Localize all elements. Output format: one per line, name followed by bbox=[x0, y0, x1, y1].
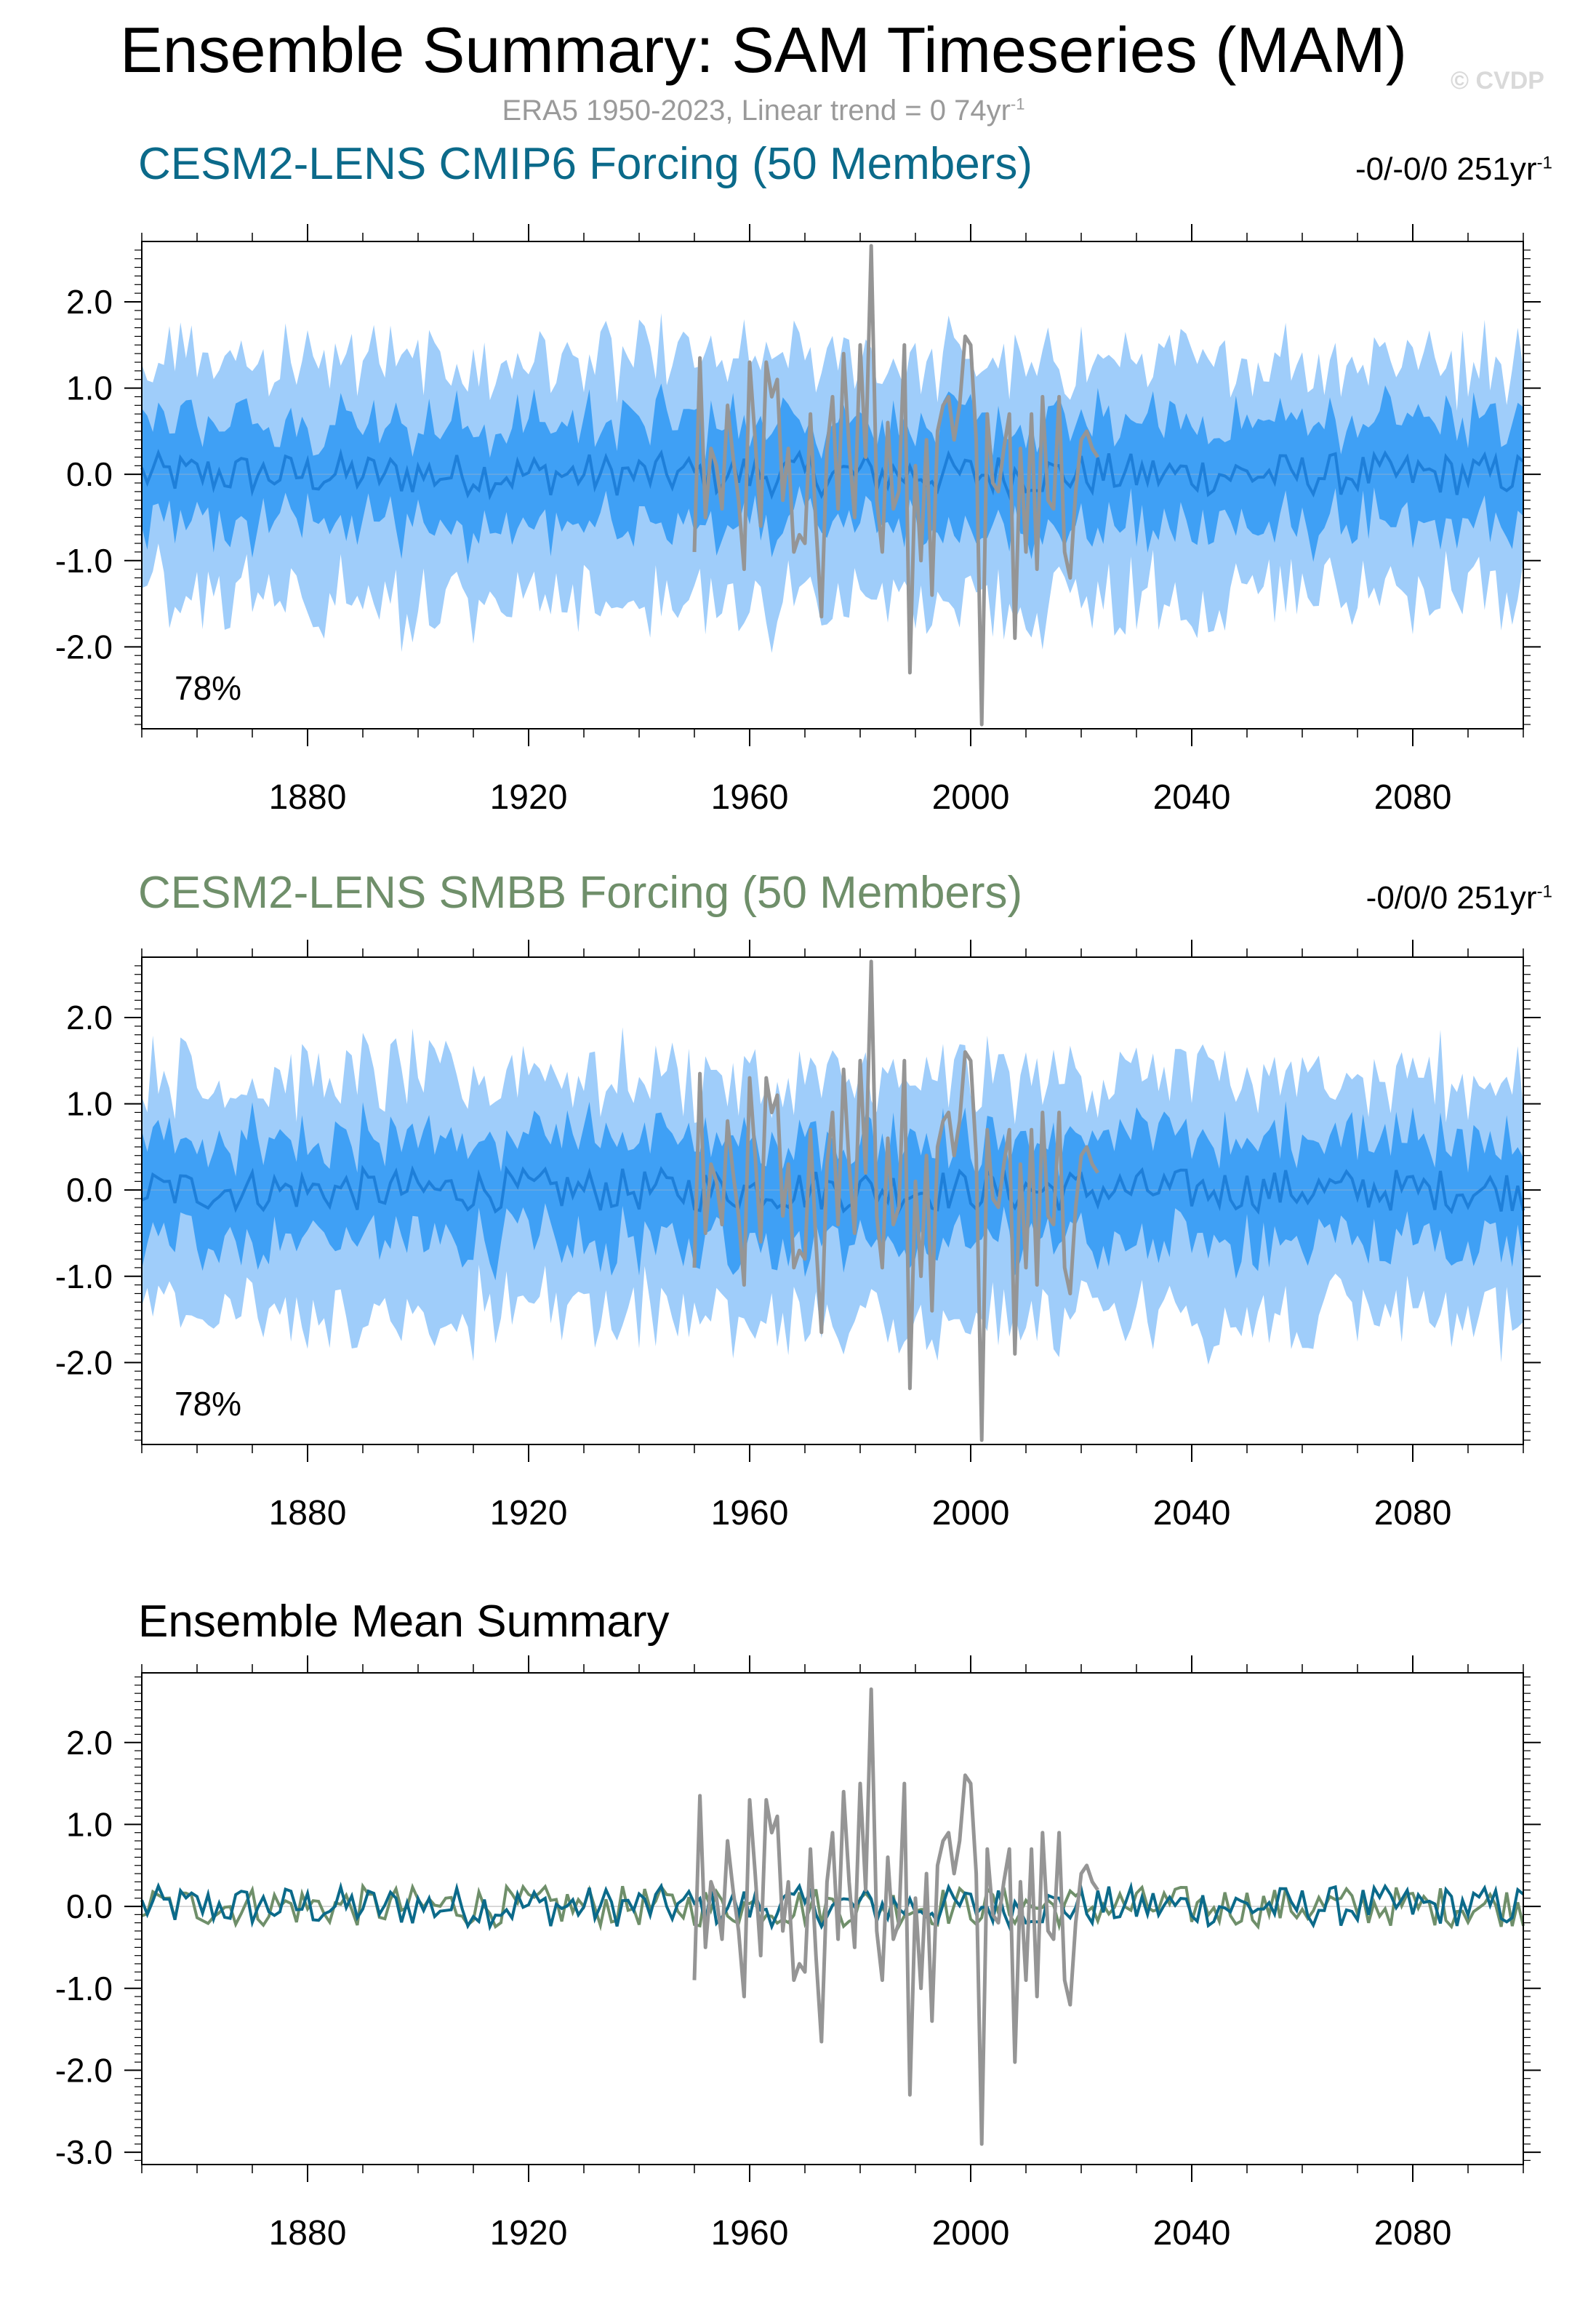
x-tick-label: 2080 bbox=[1374, 2214, 1452, 2253]
x-tick-label: 1960 bbox=[711, 778, 789, 817]
panel-3-cmip6-mean-line bbox=[140, 1881, 1525, 1932]
x-tick-label: 1920 bbox=[490, 1494, 568, 1532]
x-tick-label: 2000 bbox=[932, 1494, 1010, 1532]
x-tick-label: 1920 bbox=[490, 2214, 568, 2253]
y-tick-label: -2.0 bbox=[55, 1343, 113, 1381]
x-tick-label: 2040 bbox=[1153, 778, 1231, 817]
y-tick-label: 1.0 bbox=[66, 1085, 113, 1123]
x-tick-label: 1920 bbox=[490, 778, 568, 817]
x-tick-label: 1960 bbox=[711, 2214, 789, 2253]
x-tick-label: 1960 bbox=[711, 1494, 789, 1532]
panel-1-ensemble-mean-line bbox=[140, 448, 1525, 501]
y-tick-label: 2.0 bbox=[66, 1724, 113, 1762]
y-tick-label: 2.0 bbox=[66, 283, 113, 321]
x-tick-label: 2000 bbox=[932, 2214, 1010, 2253]
subtitle-sup: -1 bbox=[1010, 95, 1025, 113]
panel-2-observations-line bbox=[692, 959, 1099, 1442]
y-tick-label: 0.0 bbox=[66, 455, 113, 493]
panel-2-trend: -0/0/0 251yr-1 bbox=[1366, 880, 1552, 916]
y-tick-label: 0.0 bbox=[66, 1887, 113, 1925]
watermark: © CVDP bbox=[1451, 67, 1544, 95]
y-tick-label: -2.0 bbox=[55, 628, 113, 666]
y-tick-label: 0.0 bbox=[66, 1171, 113, 1209]
panel-1-observations-line bbox=[692, 244, 1099, 727]
panel-3-plot-area bbox=[142, 1673, 1523, 2165]
panel-1-trend-sup: -1 bbox=[1536, 153, 1552, 173]
x-tick-label: 1880 bbox=[269, 2214, 347, 2253]
y-tick-label: -1.0 bbox=[55, 1258, 113, 1295]
page-title: Ensemble Summary: SAM Timeseries (MAM) bbox=[119, 14, 1408, 86]
panel-2-ensemble-mean-line bbox=[141, 1164, 1525, 1216]
x-tick-label: 2080 bbox=[1374, 1494, 1452, 1532]
panel-1-trend: -0/-0/0 251yr-1 bbox=[1355, 151, 1552, 188]
x-tick-label: 2040 bbox=[1153, 2214, 1231, 2253]
panel-2-trend-sup: -1 bbox=[1536, 882, 1552, 902]
subtitle-text: ERA5 1950-2023, Linear trend = 0 74yr bbox=[502, 95, 1011, 127]
panel-1-title: CESM2-LENS CMIP6 Forcing (50 Members) bbox=[138, 139, 1032, 189]
panel-3-title: Ensemble Mean Summary bbox=[138, 1596, 670, 1647]
panel-2-band-inner bbox=[142, 1101, 1523, 1281]
y-tick-label: 2.0 bbox=[66, 999, 113, 1036]
panel-1-trend-text: -0/-0/0 251yr bbox=[1355, 151, 1537, 187]
subtitle: ERA5 1950-2023, Linear trend = 0 74yr-1 bbox=[0, 95, 1527, 127]
panel-2-frame bbox=[141, 956, 1524, 1445]
y-tick-label: -3.0 bbox=[55, 2133, 113, 2171]
y-tick-label: 1.0 bbox=[66, 369, 113, 407]
y-tick-label: -1.0 bbox=[55, 1970, 113, 2007]
x-tick-label: 1880 bbox=[269, 778, 347, 817]
panel-3-frame bbox=[141, 1672, 1524, 2165]
panel-3-smbb-mean-line bbox=[141, 1882, 1525, 1932]
x-tick-label: 1880 bbox=[269, 1494, 347, 1532]
panel-2-percent-annotation: 78% bbox=[175, 1385, 241, 1423]
x-tick-label: 2080 bbox=[1374, 778, 1452, 817]
y-tick-label: 1.0 bbox=[66, 1805, 113, 1843]
panel-2-trend-text: -0/0/0 251yr bbox=[1366, 880, 1537, 916]
x-tick-label: 2040 bbox=[1153, 1494, 1231, 1532]
panel-2-title: CESM2-LENS SMBB Forcing (50 Members) bbox=[138, 868, 1023, 918]
y-tick-label: -2.0 bbox=[55, 2051, 113, 2089]
panel-1-frame bbox=[141, 241, 1524, 730]
x-tick-label: 2000 bbox=[932, 778, 1010, 817]
y-tick-label: -1.0 bbox=[55, 542, 113, 580]
panel-3-observations-line bbox=[692, 1687, 1099, 2146]
panel-1-percent-annotation: 78% bbox=[175, 669, 241, 707]
